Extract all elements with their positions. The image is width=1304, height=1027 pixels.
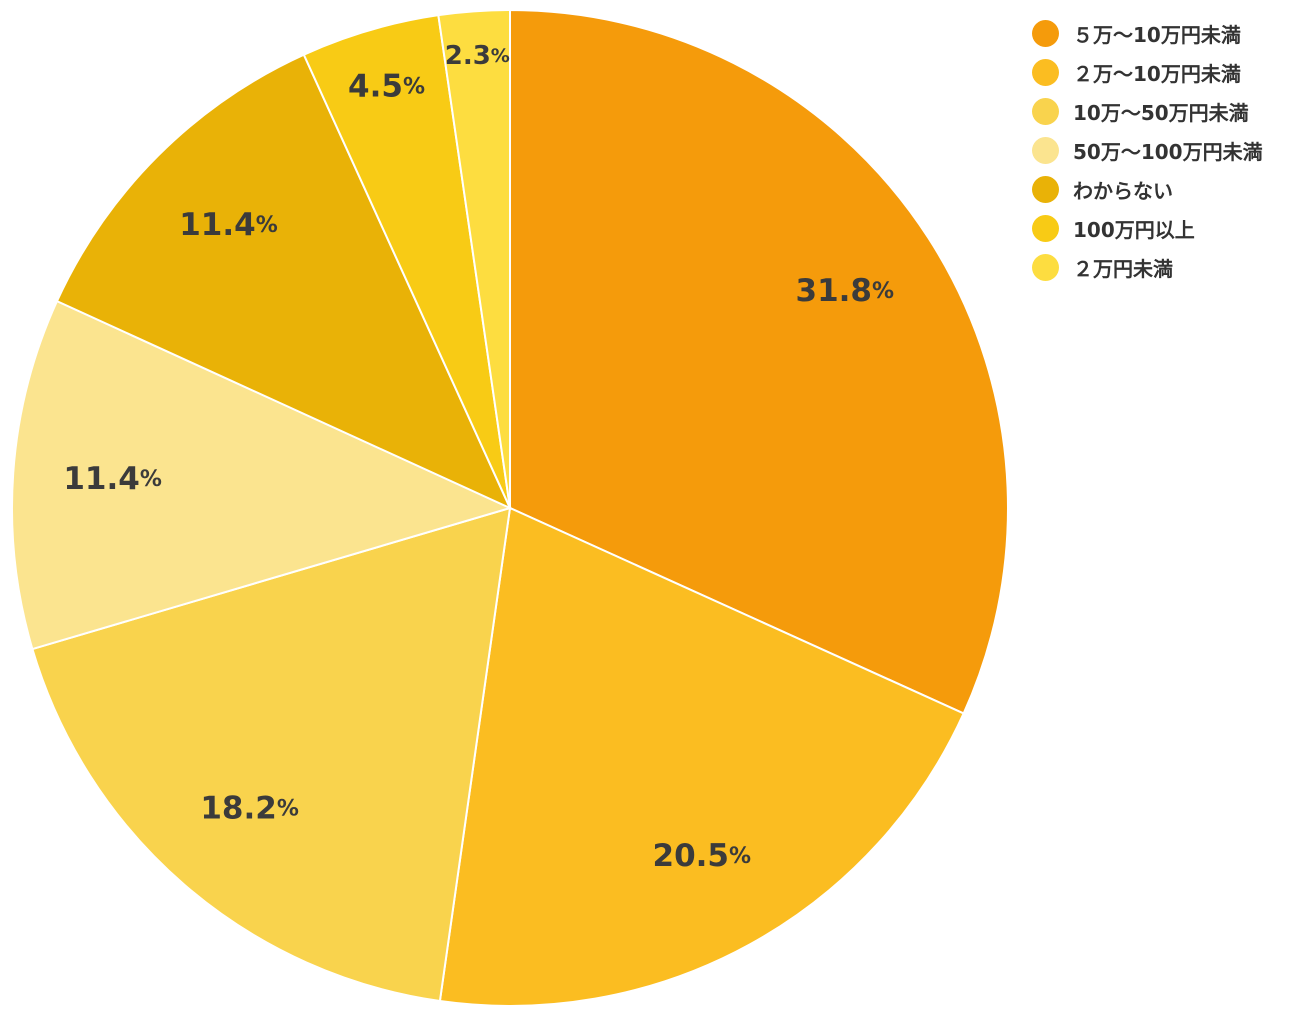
legend-swatch bbox=[1032, 59, 1059, 86]
pie-slice bbox=[10, 299, 513, 651]
slice-value-label: 20.5% bbox=[653, 838, 752, 874]
slice-value-label: 31.8% bbox=[796, 273, 895, 309]
legend-item: ２万〜10万円未満 bbox=[1032, 53, 1263, 92]
legend-item: 50万〜100万円未満 bbox=[1032, 131, 1263, 170]
pie-slice bbox=[55, 53, 513, 511]
legend-label: 100万円以上 bbox=[1073, 218, 1195, 242]
legend-item: わからない bbox=[1032, 170, 1263, 209]
legend-swatch bbox=[1032, 137, 1059, 164]
legend-label: ２万〜10万円未満 bbox=[1073, 62, 1241, 86]
legend-swatch bbox=[1032, 98, 1059, 125]
slice-value-label: 4.5% bbox=[348, 68, 425, 104]
pie-slice bbox=[438, 506, 965, 1007]
pie-slices bbox=[10, 8, 1009, 1007]
legend-label: わからない bbox=[1073, 179, 1173, 203]
legend-item: ２万円未満 bbox=[1032, 248, 1263, 287]
legend-label: ２万円未満 bbox=[1073, 257, 1173, 281]
legend-swatch bbox=[1032, 254, 1059, 281]
pie-slice bbox=[509, 8, 1009, 715]
pie-labels: 31.8% 20.5% 18.2% 11.4% 11.4% 4.5% 2.3% bbox=[63, 41, 894, 874]
legend-label: 10万〜50万円未満 bbox=[1073, 101, 1249, 125]
slice-value-label: 18.2% bbox=[200, 790, 299, 826]
legend-label: ５万〜10万円未満 bbox=[1073, 23, 1241, 47]
legend-item: 100万円以上 bbox=[1032, 209, 1263, 248]
legend-item: 10万〜50万円未満 bbox=[1032, 92, 1263, 131]
slice-value-label: 11.4% bbox=[63, 460, 162, 496]
legend-swatch bbox=[1032, 176, 1059, 203]
legend-swatch bbox=[1032, 215, 1059, 242]
legend-swatch bbox=[1032, 20, 1059, 47]
slice-value-label: 11.4% bbox=[179, 207, 278, 243]
legend: ５万〜10万円未満 ２万〜10万円未満 10万〜50万円未満 50万〜100万円未満わ… bbox=[1032, 14, 1263, 287]
pie-slice bbox=[31, 506, 512, 1003]
legend-label: 50万〜100万円未満 bbox=[1073, 140, 1263, 164]
pie-slice bbox=[437, 8, 511, 509]
legend-item: ５万〜10万円未満 bbox=[1032, 14, 1263, 53]
slice-value-label: 2.3% bbox=[445, 41, 510, 71]
